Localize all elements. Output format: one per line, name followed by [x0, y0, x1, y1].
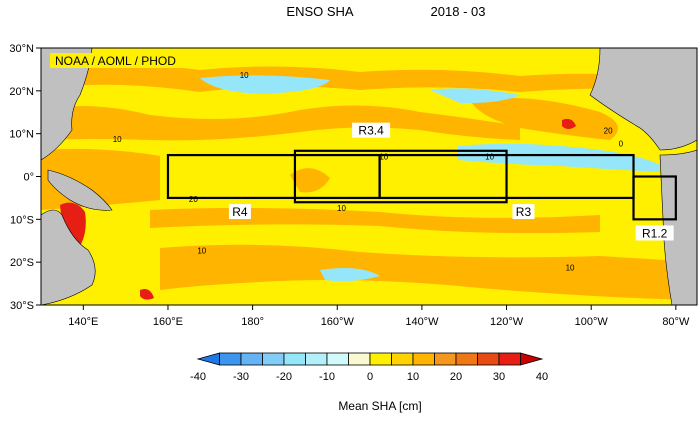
central-warm-patch [290, 168, 330, 193]
colorbar-tick-label: 20 [450, 371, 462, 383]
region-label: R1.2 [642, 226, 668, 240]
colorbar-tick-labels: -40 -30 -20 -10 0 10 20 30 40 [190, 371, 548, 383]
colorbar-segment [477, 352, 500, 366]
colorbar-segment [369, 352, 392, 366]
x-tick-label: 180° [241, 316, 264, 328]
region-box-r4 [166, 153, 381, 200]
colorbar-tick-label: -10 [319, 371, 335, 383]
sha-map: 10 10 10 10 10 20 20 10 0 10 [41, 48, 697, 305]
region-label: R3.4 [358, 124, 384, 138]
colorbar-tick-label: 0 [367, 371, 373, 383]
region-label-bg [228, 204, 251, 220]
x-tick-label: 140°E [68, 316, 98, 328]
colorbar-segment [348, 352, 371, 366]
chart-date: 2018 - 03 [431, 4, 486, 19]
colorbar-tick-label: -30 [233, 371, 249, 383]
region-box-r3-4 [293, 149, 508, 204]
southwest-hotspot [140, 289, 154, 300]
y-tick-label: 10°S [10, 214, 34, 226]
source-label: NOAA / AOML / PHOD [55, 54, 176, 68]
colorbar-segment [283, 352, 306, 366]
northern-warm-band [41, 55, 697, 92]
x-tick-label: 80°W [662, 316, 690, 328]
nino-regions [166, 149, 677, 221]
region-label: R4 [232, 205, 248, 219]
contour-label: 10 [113, 135, 122, 144]
north-central-cool-patch [430, 88, 520, 104]
australia-landmass [41, 209, 96, 305]
south-america-landmass [659, 149, 697, 305]
colorbar-segment [412, 352, 435, 366]
y-axis: 30°N 20°N 10°N 0° 10°S 20°S 30°S [9, 43, 41, 312]
region-label: R3 [516, 205, 532, 219]
y-tick-label: 20°N [9, 86, 34, 98]
contour-label: 10 [197, 247, 206, 256]
colorbar-segment [262, 352, 285, 366]
contour-labels: 10 10 10 10 10 20 20 10 0 10 [113, 71, 624, 273]
southern-warm-band [160, 244, 697, 300]
y-tick-label: 10°N [9, 129, 34, 141]
colorbar-segment [326, 352, 349, 366]
nino-region-labels: R4 R3 R3.4 R1.2 [228, 122, 674, 241]
colorbar-segment [240, 352, 263, 366]
colorbar-tick-label: -40 [190, 371, 206, 383]
colorbar-segment [305, 352, 328, 366]
colorbar-segment [391, 352, 414, 366]
colorbar-label: Mean SHA [cm] [338, 399, 421, 413]
contour-label: 0 [619, 140, 624, 149]
colorbar-segment [434, 352, 457, 366]
colorbar-min-arrow [196, 352, 220, 366]
south-central-cool-patch [320, 268, 380, 282]
colorbar-segment [498, 352, 521, 366]
x-tick-label: 160°W [321, 316, 355, 328]
source-label-bg [50, 53, 190, 68]
contour-label: 10 [379, 152, 388, 161]
eastern-equatorial-cool-tongue [458, 143, 660, 172]
x-tick-label: 100°W [575, 316, 609, 328]
chart-title: ENSO SHA [286, 4, 354, 19]
region-label-bg [352, 122, 391, 138]
south-equatorial-warm-band [150, 207, 600, 234]
y-tick-label: 30°S [10, 300, 34, 312]
y-tick-label: 20°S [10, 257, 34, 269]
contour-label: 10 [337, 204, 346, 213]
eastern-hotspot [562, 118, 576, 129]
region-label-bg [635, 225, 674, 241]
eastern-warm-lobe [470, 97, 618, 140]
colorbar [196, 352, 544, 366]
new-guinea-landmass [47, 169, 113, 211]
coral-sea-hotspot [60, 202, 86, 246]
colorbar-tick-label: 10 [407, 371, 419, 383]
contour-label: 10 [240, 71, 249, 80]
land-masses [41, 48, 697, 305]
x-axis: 140°E 160°E 180° 160°W 140°W 120°W 100°W 80°W [68, 305, 690, 328]
colorbar-segment [219, 352, 242, 366]
north-pacific-cool-patch [200, 75, 330, 94]
north-equatorial-warm-band [41, 105, 520, 141]
x-tick-label: 120°W [490, 316, 524, 328]
contour-label: 20 [189, 195, 198, 204]
x-tick-label: 140°W [405, 316, 439, 328]
colorbar-tick-label: 40 [536, 371, 548, 383]
y-tick-label: 0° [23, 172, 34, 184]
contour-label: 10 [566, 264, 575, 273]
region-label-bg [512, 204, 535, 220]
contour-label: 10 [485, 152, 494, 161]
colorbar-segment [455, 352, 478, 366]
y-tick-label: 30°N [9, 43, 34, 55]
contour-label: 20 [604, 127, 613, 136]
x-tick-label: 160°E [153, 316, 183, 328]
colorbar-tick-label: -20 [276, 371, 292, 383]
colorbar-tick-label: 30 [493, 371, 505, 383]
central-america-landmass [589, 48, 697, 151]
colorbar-max-arrow [520, 352, 544, 366]
